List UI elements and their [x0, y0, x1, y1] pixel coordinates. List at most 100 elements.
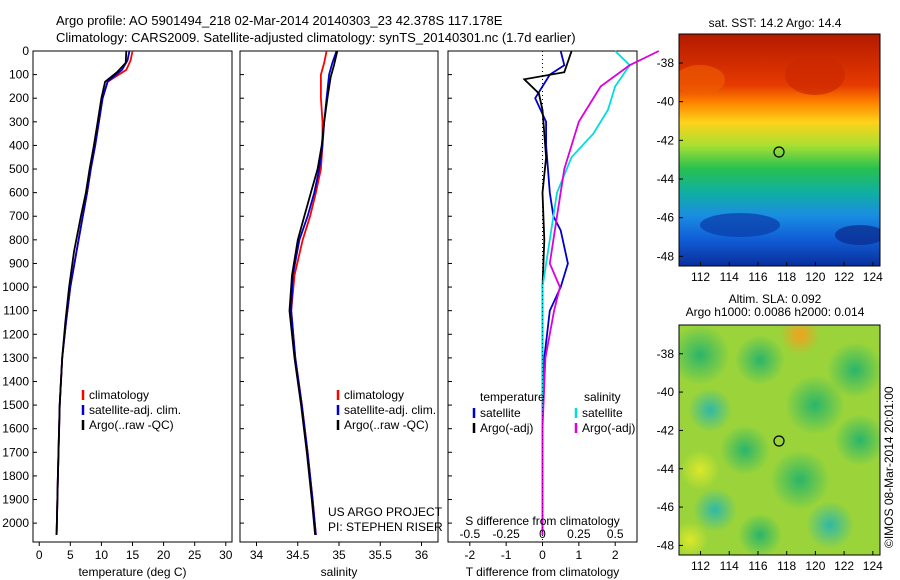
s-axis-label: S difference from climatology: [465, 514, 620, 528]
x-tick-label: 34: [250, 548, 264, 562]
y-tick-label: 1300: [2, 351, 29, 365]
map-x-tick-label: 114: [720, 559, 739, 573]
x-tick-label: 10: [95, 548, 109, 562]
legend-label: Argo(-adj): [582, 421, 635, 435]
legend-label: climatology: [89, 388, 149, 402]
y-tick-label: 1800: [2, 469, 29, 483]
y-tick-label: 300: [9, 115, 29, 129]
y-tick-label: 800: [9, 233, 29, 247]
legend-label: satellite: [480, 406, 521, 420]
y-tick-label: 1700: [2, 445, 29, 459]
sla-map: [679, 325, 880, 555]
x-tick-label: 2: [612, 548, 619, 562]
project-annotation: PI: STEPHEN RISER: [328, 520, 443, 534]
map-x-tick-label: 116: [748, 270, 767, 284]
series-line-1-3: [55, 50, 128, 535]
map-x-tick-label: 124: [863, 559, 883, 573]
series-line-3-2: [522, 50, 573, 535]
x-tick-label: 35: [332, 548, 346, 562]
legend-label: satellite: [582, 406, 623, 420]
y-tick-label: 1100: [3, 304, 29, 318]
s-tick-label: 0: [539, 527, 546, 541]
legend-title-salinity: salinity: [584, 390, 621, 404]
map-x-tick-label: 120: [805, 559, 825, 573]
x-tick-label: 0: [36, 548, 43, 562]
imos-watermark: ©IMOS 08-Mar-2014 20:01:00: [882, 386, 896, 548]
header-line-2: Climatology: CARS2009. Satellite-adjuste…: [56, 30, 576, 45]
sla-subtitle: Argo h1000: 0.0086 h2000: 0.014: [686, 305, 865, 319]
x-tick-label: 34.5: [286, 548, 310, 562]
y-tick-label: 1900: [2, 493, 29, 507]
plot-frame-1: [32, 50, 233, 543]
map-y-tick-label: -42: [657, 133, 675, 147]
map-x-tick-label: 118: [777, 270, 796, 284]
map-y-tick-label: -38: [657, 56, 675, 70]
legend-label: climatology: [344, 388, 404, 402]
y-tick-label: 1400: [2, 374, 29, 388]
series-line-1-2: [55, 50, 131, 535]
series-line-3-4: [541, 50, 660, 535]
map-y-tick-label: -38: [657, 347, 675, 361]
x-tick-label: -1: [501, 548, 512, 562]
x-tick-label: 0: [539, 548, 546, 562]
s-tick-label: 0.5: [607, 527, 624, 541]
series-line-2-2: [290, 50, 338, 535]
map-x-tick-label: 116: [748, 559, 767, 573]
y-tick-label: 1600: [2, 422, 29, 436]
y-tick-label: 400: [9, 138, 29, 152]
y-tick-label: 1000: [2, 280, 29, 294]
series-line-3-3: [541, 50, 631, 535]
map-y-tick-label: -44: [657, 462, 675, 476]
sst-map: [679, 34, 880, 266]
x-tick-label: 36: [415, 548, 429, 562]
map-y-tick-label: -48: [657, 538, 675, 552]
series-line-3-1: [534, 50, 569, 535]
map-y-tick-label: -48: [657, 249, 675, 263]
x-axis-label: temperature (deg C): [78, 565, 186, 579]
legend-label: Argo(..raw -QC): [89, 418, 174, 432]
y-tick-label: 100: [9, 68, 29, 82]
series-line-2-3: [288, 50, 339, 535]
s-tick-label: 0.25: [567, 527, 591, 541]
y-tick-label: 1200: [2, 327, 29, 341]
x-tick-label: 30: [219, 548, 233, 562]
map-x-tick-label: 112: [691, 559, 710, 573]
x-axis-label: T difference from climatology: [466, 565, 620, 579]
map-x-tick-label: 122: [834, 270, 854, 284]
header-line-1: Argo profile: AO 5901494_218 02-Mar-2014…: [56, 13, 503, 28]
map-x-tick-label: 124: [863, 270, 883, 284]
y-tick-label: 0: [22, 44, 29, 58]
sst-float-marker: [773, 146, 785, 158]
x-tick-label: 1: [576, 548, 583, 562]
legend-label: Argo(..raw -QC): [344, 418, 429, 432]
s-tick-label: -0.25: [492, 527, 520, 541]
map-x-tick-label: 120: [805, 270, 825, 284]
sla-float-marker: [773, 435, 785, 447]
plot-frame-2: [239, 50, 439, 543]
map-y-tick-label: -44: [657, 172, 675, 186]
sst-title: sat. SST: 14.2 Argo: 14.4: [709, 16, 842, 30]
x-tick-label: 25: [188, 548, 202, 562]
x-axis-label: salinity: [321, 565, 358, 579]
legend-title-temperature: temperature: [480, 390, 545, 404]
x-tick-label: 20: [157, 548, 171, 562]
map-x-tick-label: 114: [720, 270, 739, 284]
x-tick-label: 15: [126, 548, 140, 562]
x-tick-label: -2: [464, 548, 475, 562]
s-tick-label: -0.5: [459, 527, 480, 541]
map-x-tick-label: 118: [777, 559, 796, 573]
map-y-tick-label: -46: [657, 211, 675, 225]
y-tick-label: 700: [9, 209, 29, 223]
y-tick-label: 200: [9, 91, 29, 105]
map-x-tick-label: 112: [691, 270, 710, 284]
y-tick-label: 1500: [2, 398, 29, 412]
x-tick-label: 35.5: [369, 548, 393, 562]
map-y-tick-label: -40: [657, 385, 675, 399]
y-tick-label: 500: [9, 162, 29, 176]
legend-label: satellite-adj. clim.: [344, 403, 436, 417]
x-tick-label: 5: [67, 548, 74, 562]
y-tick-label: 600: [9, 186, 29, 200]
y-tick-label: 900: [9, 256, 29, 270]
legend-label: satellite-adj. clim.: [89, 403, 181, 417]
